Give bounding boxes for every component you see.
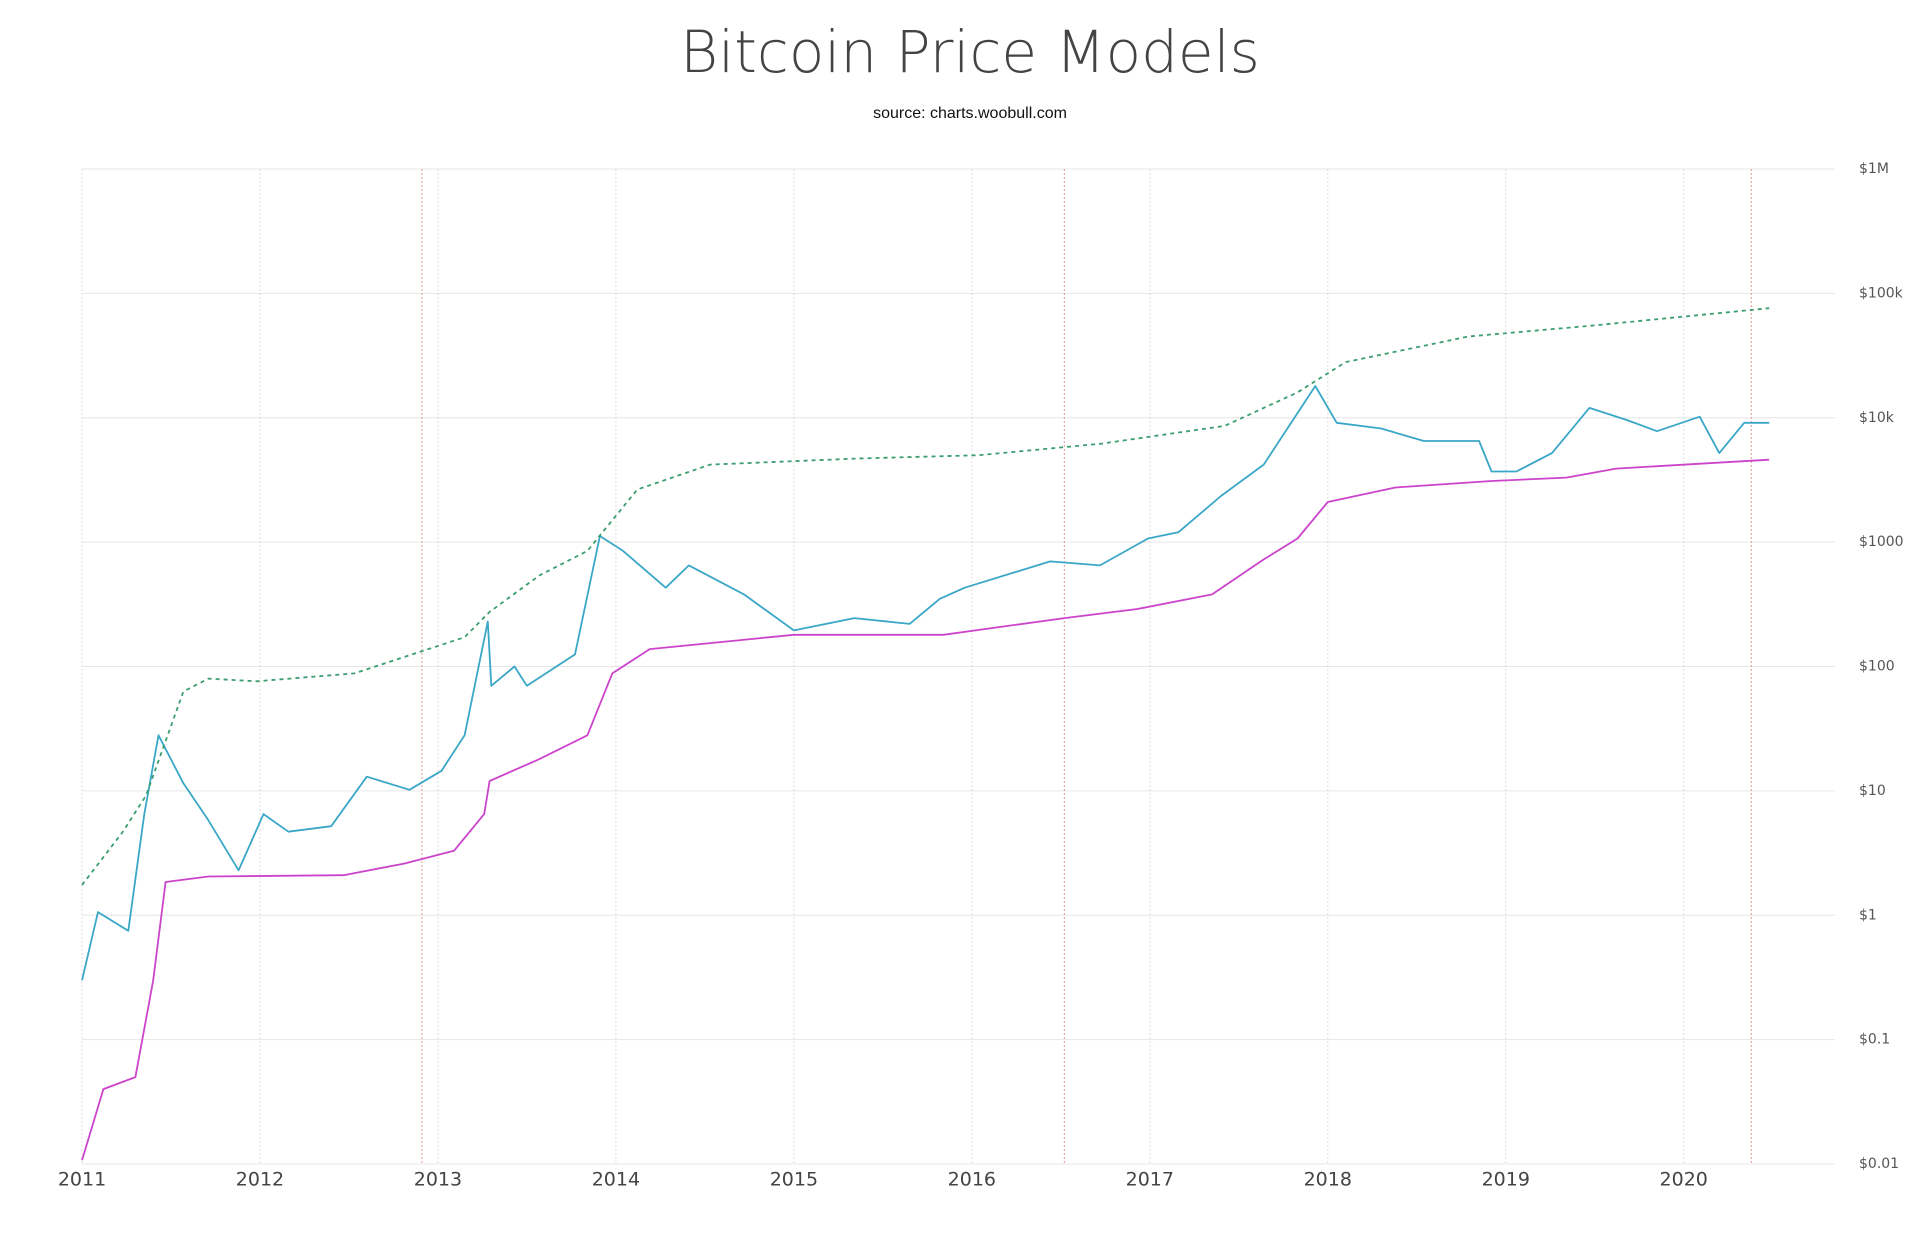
x-tick-label: 2014 [592,1169,640,1191]
x-tick-label: 2011 [58,1169,106,1191]
series-line [81,458,1770,1161]
x-tick-label: 2017 [1126,1169,1174,1191]
y-tick-label: $10k [1859,410,1895,426]
x-tick-label: 2018 [1304,1169,1352,1191]
y-tick-label: $10 [1859,783,1886,799]
y-tick-label: $0.01 [1859,1156,1899,1172]
y-tick-label: $100k [1859,285,1904,301]
x-tick-label: 2013 [414,1169,462,1191]
x-tick-label: 2012 [236,1169,284,1191]
series-line [81,385,1770,981]
series-line [81,307,1770,886]
x-tick-label: 2019 [1482,1169,1530,1191]
y-tick-label: $1M [1859,161,1889,177]
y-tick-label: $1 [1859,907,1877,923]
chart-title: Bitcoin Price Models [680,18,1260,86]
y-tick-label: $100 [1859,659,1895,675]
x-tick-label: 2016 [948,1169,996,1191]
y-tick-label: $1000 [1859,534,1904,550]
x-tick-label: 2015 [770,1169,818,1191]
chart-subtitle: source: charts.woobull.com [873,105,1067,122]
x-tick-label: 2020 [1660,1169,1708,1191]
y-tick-label: $0.1 [1859,1032,1890,1048]
